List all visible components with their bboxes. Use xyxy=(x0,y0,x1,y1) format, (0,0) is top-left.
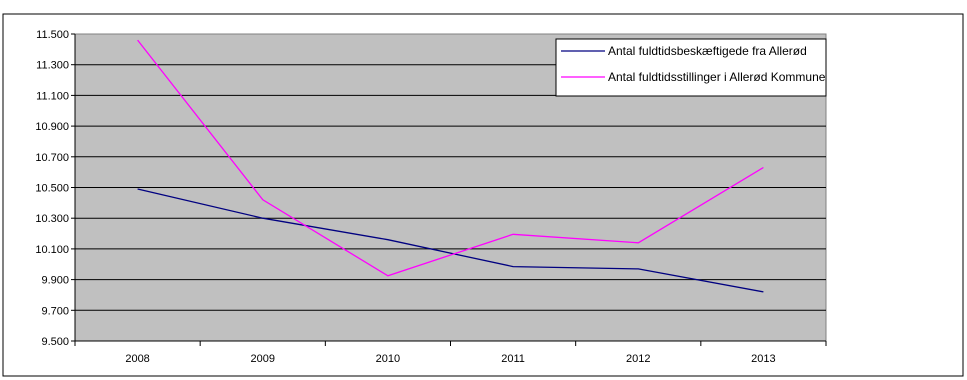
y-tick-label: 9.700 xyxy=(41,305,69,317)
y-axis: 9.500 9.700 9.900 10.100 10.300 10.500 10.700 1… xyxy=(35,29,76,348)
y-tick-label: 11.500 xyxy=(36,29,69,41)
y-tick-label: 11.300 xyxy=(36,60,69,72)
y-tick-label: 11.100 xyxy=(36,90,69,102)
y-tick-label: 10.300 xyxy=(35,213,69,225)
y-tick-label: 10.500 xyxy=(35,183,69,195)
series-line-2 xyxy=(137,39,764,277)
x-tick-label: 2011 xyxy=(501,353,525,365)
x-tick-label: 2008 xyxy=(125,353,149,365)
y-tick-label: 9.900 xyxy=(41,275,69,287)
legend: Antal fuldtidsbeskæftigede fra Allerød A… xyxy=(555,38,827,97)
y-tick-label: 10.900 xyxy=(35,121,69,133)
y-tick-label: 10.700 xyxy=(35,152,69,164)
x-tick-label: 2010 xyxy=(376,353,400,365)
legend-box xyxy=(555,38,827,97)
series-line-1 xyxy=(137,188,764,293)
legend-label-series-1: Antal fuldtidsbeskæftigede fra Allerød xyxy=(608,44,807,58)
x-tick-label: 2012 xyxy=(626,353,650,365)
x-axis: 2008 2009 2010 2011 2012 2013 xyxy=(74,340,827,365)
cropped-caption-strip xyxy=(0,0,967,8)
x-tick-label: 2009 xyxy=(251,353,275,365)
series-lines xyxy=(137,39,764,293)
x-tick-label: 2013 xyxy=(751,353,775,365)
y-tick-label: 10.100 xyxy=(35,244,69,256)
y-tick-label: 9.500 xyxy=(41,336,69,348)
legend-label-series-2: Antal fuldtidsstillinger i Allerød Kommu… xyxy=(608,70,826,84)
